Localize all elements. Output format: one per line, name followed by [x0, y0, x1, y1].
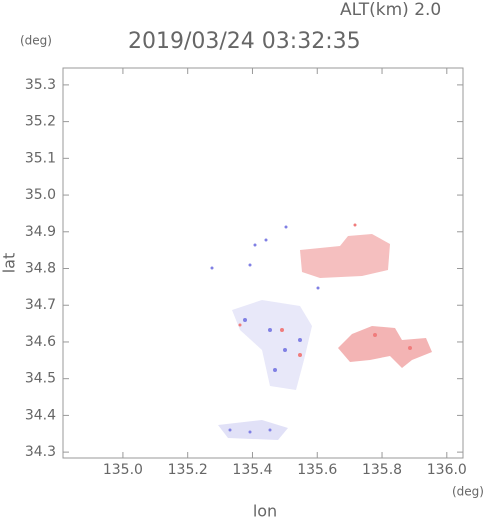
echo-region: [300, 234, 390, 278]
altitude-label: ALT(km) 2.0: [340, 0, 441, 20]
x-unit: (deg): [452, 485, 484, 499]
echo-region: [218, 420, 288, 440]
y-tick-label: 34.4: [25, 407, 56, 423]
y-tick-label: 34.3: [25, 444, 56, 460]
y-tick-label: 35.1: [25, 150, 56, 166]
y-tick-label: 34.6: [25, 334, 56, 350]
y-tick-label: 34.9: [25, 224, 56, 240]
x-tick-label: 135.6: [297, 462, 337, 478]
y-tick-label: 35.3: [25, 77, 56, 93]
x-tick-label: 135.2: [168, 462, 208, 478]
y-unit: (deg): [20, 34, 52, 48]
x-tick-label: 135.4: [232, 462, 272, 478]
y-tick-label: 34.8: [25, 261, 56, 277]
x-tick-label: 135.8: [362, 462, 402, 478]
y-tick-label: 34.7: [25, 297, 56, 313]
x-tick-label: 135.0: [103, 462, 143, 478]
y-axis-label: lat: [0, 253, 19, 274]
y-tick-label: 35.2: [25, 114, 56, 130]
echo-dots: [210, 225, 320, 434]
y-tick-label: 35.0: [25, 187, 56, 203]
echo-regions: [210, 223, 432, 440]
x-tick-label: 136.0: [427, 462, 467, 478]
echo-region: [338, 326, 432, 368]
chart-title: 2019/03/24 03:32:35: [128, 29, 361, 54]
y-tick-label: 34.5: [25, 371, 56, 387]
plot-frame: [62, 67, 464, 459]
echo-dots: [238, 223, 412, 357]
echo-region: [232, 300, 312, 390]
x-axis-label: lon: [253, 502, 277, 521]
